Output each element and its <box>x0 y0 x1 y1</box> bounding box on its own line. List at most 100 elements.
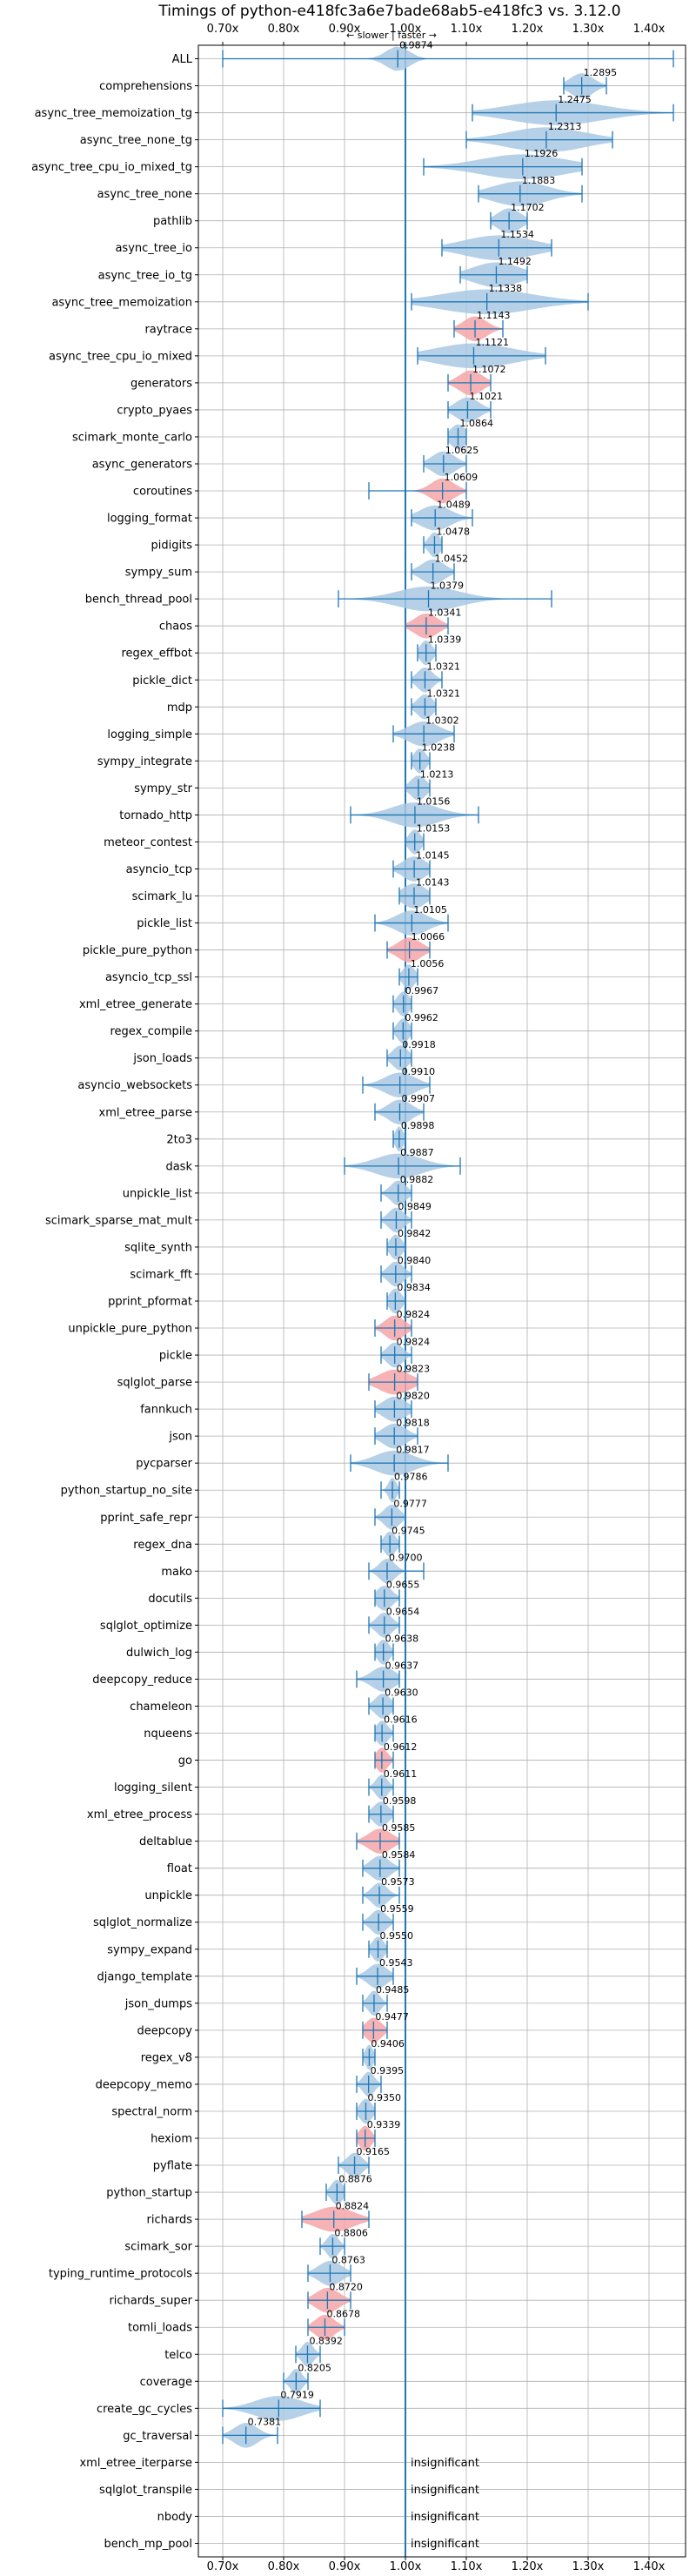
benchmark-label: sqlite_synth <box>124 1241 192 1254</box>
value-label: 1.0238 <box>422 742 456 754</box>
benchmark-label: chameleon <box>130 1701 192 1714</box>
benchmark-label: deepcopy <box>137 2024 192 2037</box>
x-tick-label-bottom: 0.90x <box>329 2560 361 2573</box>
benchmark-label: async_tree_none_tg <box>80 134 192 147</box>
value-label: 1.2313 <box>548 121 582 132</box>
benchmark-label: sqlglot_optimize <box>100 1620 192 1633</box>
value-label: 1.0302 <box>425 715 459 727</box>
value-label: 0.9849 <box>398 1201 432 1212</box>
benchmark-label: scimark_monte_carlo <box>72 431 192 444</box>
benchmark-label: async_tree_cpu_io_mixed <box>49 350 192 363</box>
benchmark-label: deltablue <box>139 1835 192 1848</box>
value-label: 0.9406 <box>371 2038 405 2049</box>
benchmark-labels: ALL comprehensions async_tree_memoization_… <box>31 53 193 2551</box>
value-label: 0.9550 <box>380 1930 414 1942</box>
chart-title: Timings of python-e418fc3a6e7bade68ab5-e… <box>157 3 620 20</box>
value-label: 0.9840 <box>398 1255 432 1266</box>
value-label: 0.9654 <box>386 1607 420 1618</box>
value-label: 0.8806 <box>334 2227 368 2238</box>
value-label: 1.1143 <box>477 310 511 321</box>
x-tick-label-bottom: 1.00x <box>390 2560 422 2573</box>
benchmark-label: sympy_integrate <box>97 755 192 768</box>
x-tick-label-bottom: 1.20x <box>512 2560 544 2573</box>
value-label: 0.9818 <box>396 1417 430 1428</box>
benchmark-label: coroutines <box>133 486 192 499</box>
benchmark-label: 2to3 <box>166 1133 192 1146</box>
value-label: 0.9824 <box>397 1309 431 1320</box>
benchmark-label: pidigits <box>151 540 193 553</box>
x-tick-label-top: 0.70x <box>207 23 239 36</box>
value-label: 1.1702 <box>511 202 545 213</box>
value-label: 1.1926 <box>525 148 559 159</box>
benchmark-label: scimark_fft <box>130 1268 192 1281</box>
benchmark-label: spectral_norm <box>111 2105 192 2118</box>
value-label: 1.0143 <box>416 877 450 889</box>
value-label: 1.0056 <box>411 958 445 969</box>
value-label: 0.8678 <box>326 2308 360 2319</box>
value-label: 1.1121 <box>475 337 509 348</box>
benchmark-label: json_dumps <box>124 1997 192 2010</box>
benchmark-label: sqlglot_parse <box>117 1377 192 1390</box>
benchmark-label: chaos <box>159 621 192 634</box>
benchmark-label: generators <box>130 377 192 390</box>
insignificant-label: insignificant <box>411 2457 479 2470</box>
value-label: 0.9559 <box>380 1903 414 1915</box>
value-label: 0.9700 <box>389 1553 423 1564</box>
value-label: 0.9962 <box>405 1012 438 1023</box>
benchmark-label: logging_format <box>107 513 192 526</box>
benchmark-label: mako <box>161 1566 192 1579</box>
value-label: 1.0452 <box>435 553 469 564</box>
benchmark-label: docutils <box>148 1593 192 1606</box>
benchmark-label: regex_effbot <box>121 647 192 661</box>
value-label: 0.9655 <box>386 1580 420 1591</box>
benchmark-label: unpickle_pure_python <box>68 1323 192 1336</box>
benchmark-label: regex_compile <box>110 1025 192 1038</box>
benchmark-label: logging_simple <box>107 728 192 741</box>
value-label: 0.9887 <box>400 1147 434 1158</box>
benchmark-label: async_tree_io_tg <box>98 269 192 282</box>
benchmark-label: xml_etree_process <box>87 1808 192 1821</box>
violins: 0.98741.28951.24751.23131.19261.18831.17… <box>222 40 674 2557</box>
value-label: 0.9612 <box>384 1741 418 1753</box>
value-label: 0.9585 <box>382 1822 416 1834</box>
value-label: 1.0609 <box>445 472 478 483</box>
value-label: 0.9817 <box>396 1444 430 1455</box>
benchmark-label: raytrace <box>144 323 192 336</box>
value-label: 0.9918 <box>402 1039 436 1050</box>
value-label: 1.1338 <box>489 283 523 294</box>
benchmark-label: sympy_str <box>134 782 192 795</box>
x-tick-label-bottom: 1.40x <box>633 2560 666 2573</box>
value-label: 1.0066 <box>412 931 445 943</box>
value-label: 0.9543 <box>379 1957 413 1969</box>
value-label: 0.9638 <box>385 1633 419 1645</box>
benchmark-label: bench_mp_pool <box>104 2538 192 2551</box>
value-label: 0.8205 <box>298 2362 331 2373</box>
value-label: 0.9165 <box>357 2146 391 2157</box>
benchmark-label: sympy_expand <box>107 1943 192 1956</box>
value-label: 0.9630 <box>385 1687 418 1699</box>
benchmark-label: nbody <box>157 2511 193 2524</box>
value-label: 0.8720 <box>329 2281 363 2292</box>
x-tick-label-bottom: 1.30x <box>572 2560 605 2573</box>
benchmark-label: pickle_pure_python <box>83 944 192 957</box>
insignificant-label: insignificant <box>411 2511 479 2524</box>
benchmark-label: comprehensions <box>99 80 192 93</box>
benchmark-label: async_tree_none <box>97 188 192 201</box>
benchmark-label: tornado_http <box>119 809 192 822</box>
plot-frame <box>197 44 686 2558</box>
benchmark-label: python_startup <box>106 2187 192 2200</box>
value-label: 1.0339 <box>428 634 461 645</box>
benchmark-label: richards_super <box>109 2295 192 2308</box>
benchmark-label: asyncio_tcp_ssl <box>105 971 192 984</box>
benchmark-label: regex_v8 <box>141 2051 192 2064</box>
value-label: 0.9611 <box>384 1768 418 1780</box>
value-label: 0.8824 <box>336 2200 370 2211</box>
value-label: 0.9824 <box>397 1336 431 1347</box>
x-tick-label-top: 1.00x <box>390 23 422 36</box>
value-label: 0.9477 <box>375 2011 409 2023</box>
benchmark-label: async_tree_cpu_io_mixed_tg <box>31 161 192 174</box>
axes: 0.70x 0.70x 0.80x 0.80x 0.90x 0.90x 1.00x 1.00x… <box>195 23 686 2573</box>
benchmark-label: django_template <box>97 1970 192 1983</box>
value-label: 1.2895 <box>584 67 618 78</box>
value-label: 0.9584 <box>382 1849 416 1861</box>
